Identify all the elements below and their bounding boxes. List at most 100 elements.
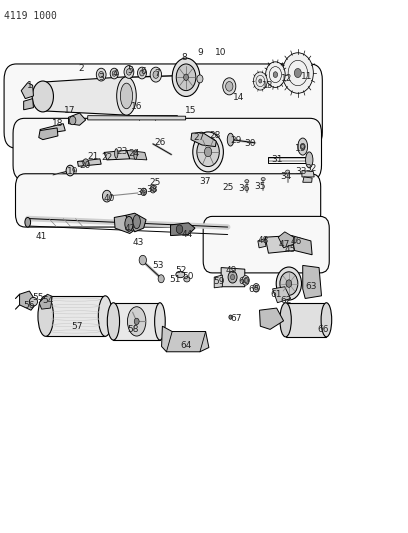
Ellipse shape [231,274,235,280]
Ellipse shape [127,307,146,336]
Ellipse shape [259,79,262,83]
Text: 66: 66 [318,325,329,334]
Text: 36: 36 [238,184,250,193]
Ellipse shape [32,81,53,112]
Polygon shape [162,326,209,352]
Ellipse shape [139,255,146,265]
Ellipse shape [273,72,277,77]
Polygon shape [265,236,295,253]
Text: 38: 38 [146,185,157,194]
Polygon shape [126,213,146,232]
Text: 5: 5 [127,66,133,75]
Text: 61: 61 [271,290,282,299]
Polygon shape [273,287,290,303]
Ellipse shape [226,82,233,91]
Ellipse shape [242,276,249,285]
Text: 19: 19 [67,167,78,176]
Text: 54: 54 [42,296,54,304]
Ellipse shape [176,64,196,91]
Ellipse shape [133,215,140,229]
Text: 24: 24 [128,149,140,158]
Ellipse shape [255,286,258,290]
Text: 47: 47 [278,240,290,248]
Ellipse shape [137,67,146,79]
Text: 20: 20 [79,161,91,169]
Polygon shape [126,150,147,160]
Text: 39: 39 [136,189,148,197]
Ellipse shape [227,133,234,146]
FancyBboxPatch shape [4,64,322,148]
Text: 35: 35 [255,182,266,191]
Text: 11: 11 [301,72,313,80]
Text: 32: 32 [305,164,317,173]
Ellipse shape [228,271,237,283]
Polygon shape [114,215,142,233]
Ellipse shape [204,147,212,157]
Text: 62: 62 [281,296,292,304]
Ellipse shape [261,177,265,181]
Ellipse shape [115,149,118,158]
Ellipse shape [134,318,139,325]
Text: 58: 58 [128,325,139,334]
Polygon shape [43,77,126,115]
FancyBboxPatch shape [13,118,322,180]
Polygon shape [303,265,322,298]
Polygon shape [78,159,101,166]
Ellipse shape [134,150,137,159]
Polygon shape [191,132,216,147]
Ellipse shape [38,296,53,336]
Text: 46: 46 [290,237,302,246]
Ellipse shape [152,187,154,191]
Ellipse shape [197,137,220,167]
Ellipse shape [280,303,291,337]
Polygon shape [113,303,160,340]
Text: 17: 17 [64,106,76,115]
Ellipse shape [282,53,313,93]
Text: 42: 42 [124,224,135,232]
Ellipse shape [140,70,144,76]
Ellipse shape [276,267,302,300]
Text: 55: 55 [32,293,43,302]
Text: 3: 3 [98,73,104,82]
Text: 52: 52 [175,266,186,275]
Ellipse shape [306,152,313,168]
Ellipse shape [229,315,232,319]
Ellipse shape [117,77,136,115]
Polygon shape [278,232,294,248]
Text: 57: 57 [71,322,82,330]
Ellipse shape [29,297,38,306]
Text: 21: 21 [87,152,99,161]
Ellipse shape [158,275,164,282]
Polygon shape [286,303,326,337]
Ellipse shape [150,185,156,193]
Ellipse shape [253,284,259,292]
Text: 4: 4 [112,69,118,78]
Ellipse shape [294,68,302,78]
Ellipse shape [96,68,106,81]
Polygon shape [221,268,245,287]
Text: 60: 60 [238,277,250,286]
Text: 25: 25 [222,183,233,192]
Polygon shape [171,223,195,236]
Ellipse shape [155,303,165,340]
Text: 30: 30 [244,140,255,148]
Text: 44: 44 [181,230,193,239]
Polygon shape [24,99,33,110]
Text: 59: 59 [214,277,225,286]
Polygon shape [292,236,312,255]
Text: 63: 63 [306,282,317,291]
Text: 29: 29 [230,136,242,145]
Text: 56: 56 [24,301,35,310]
Text: 23: 23 [116,148,127,156]
Polygon shape [69,113,86,125]
Text: 64: 64 [181,341,192,350]
Text: 4119 1000: 4119 1000 [4,11,57,21]
Text: 2: 2 [79,64,84,72]
Ellipse shape [102,190,111,202]
Text: 25: 25 [149,178,161,187]
Ellipse shape [66,165,74,176]
Text: 51: 51 [169,275,180,284]
Text: 49: 49 [226,266,237,275]
Polygon shape [40,124,65,134]
Ellipse shape [184,277,190,282]
